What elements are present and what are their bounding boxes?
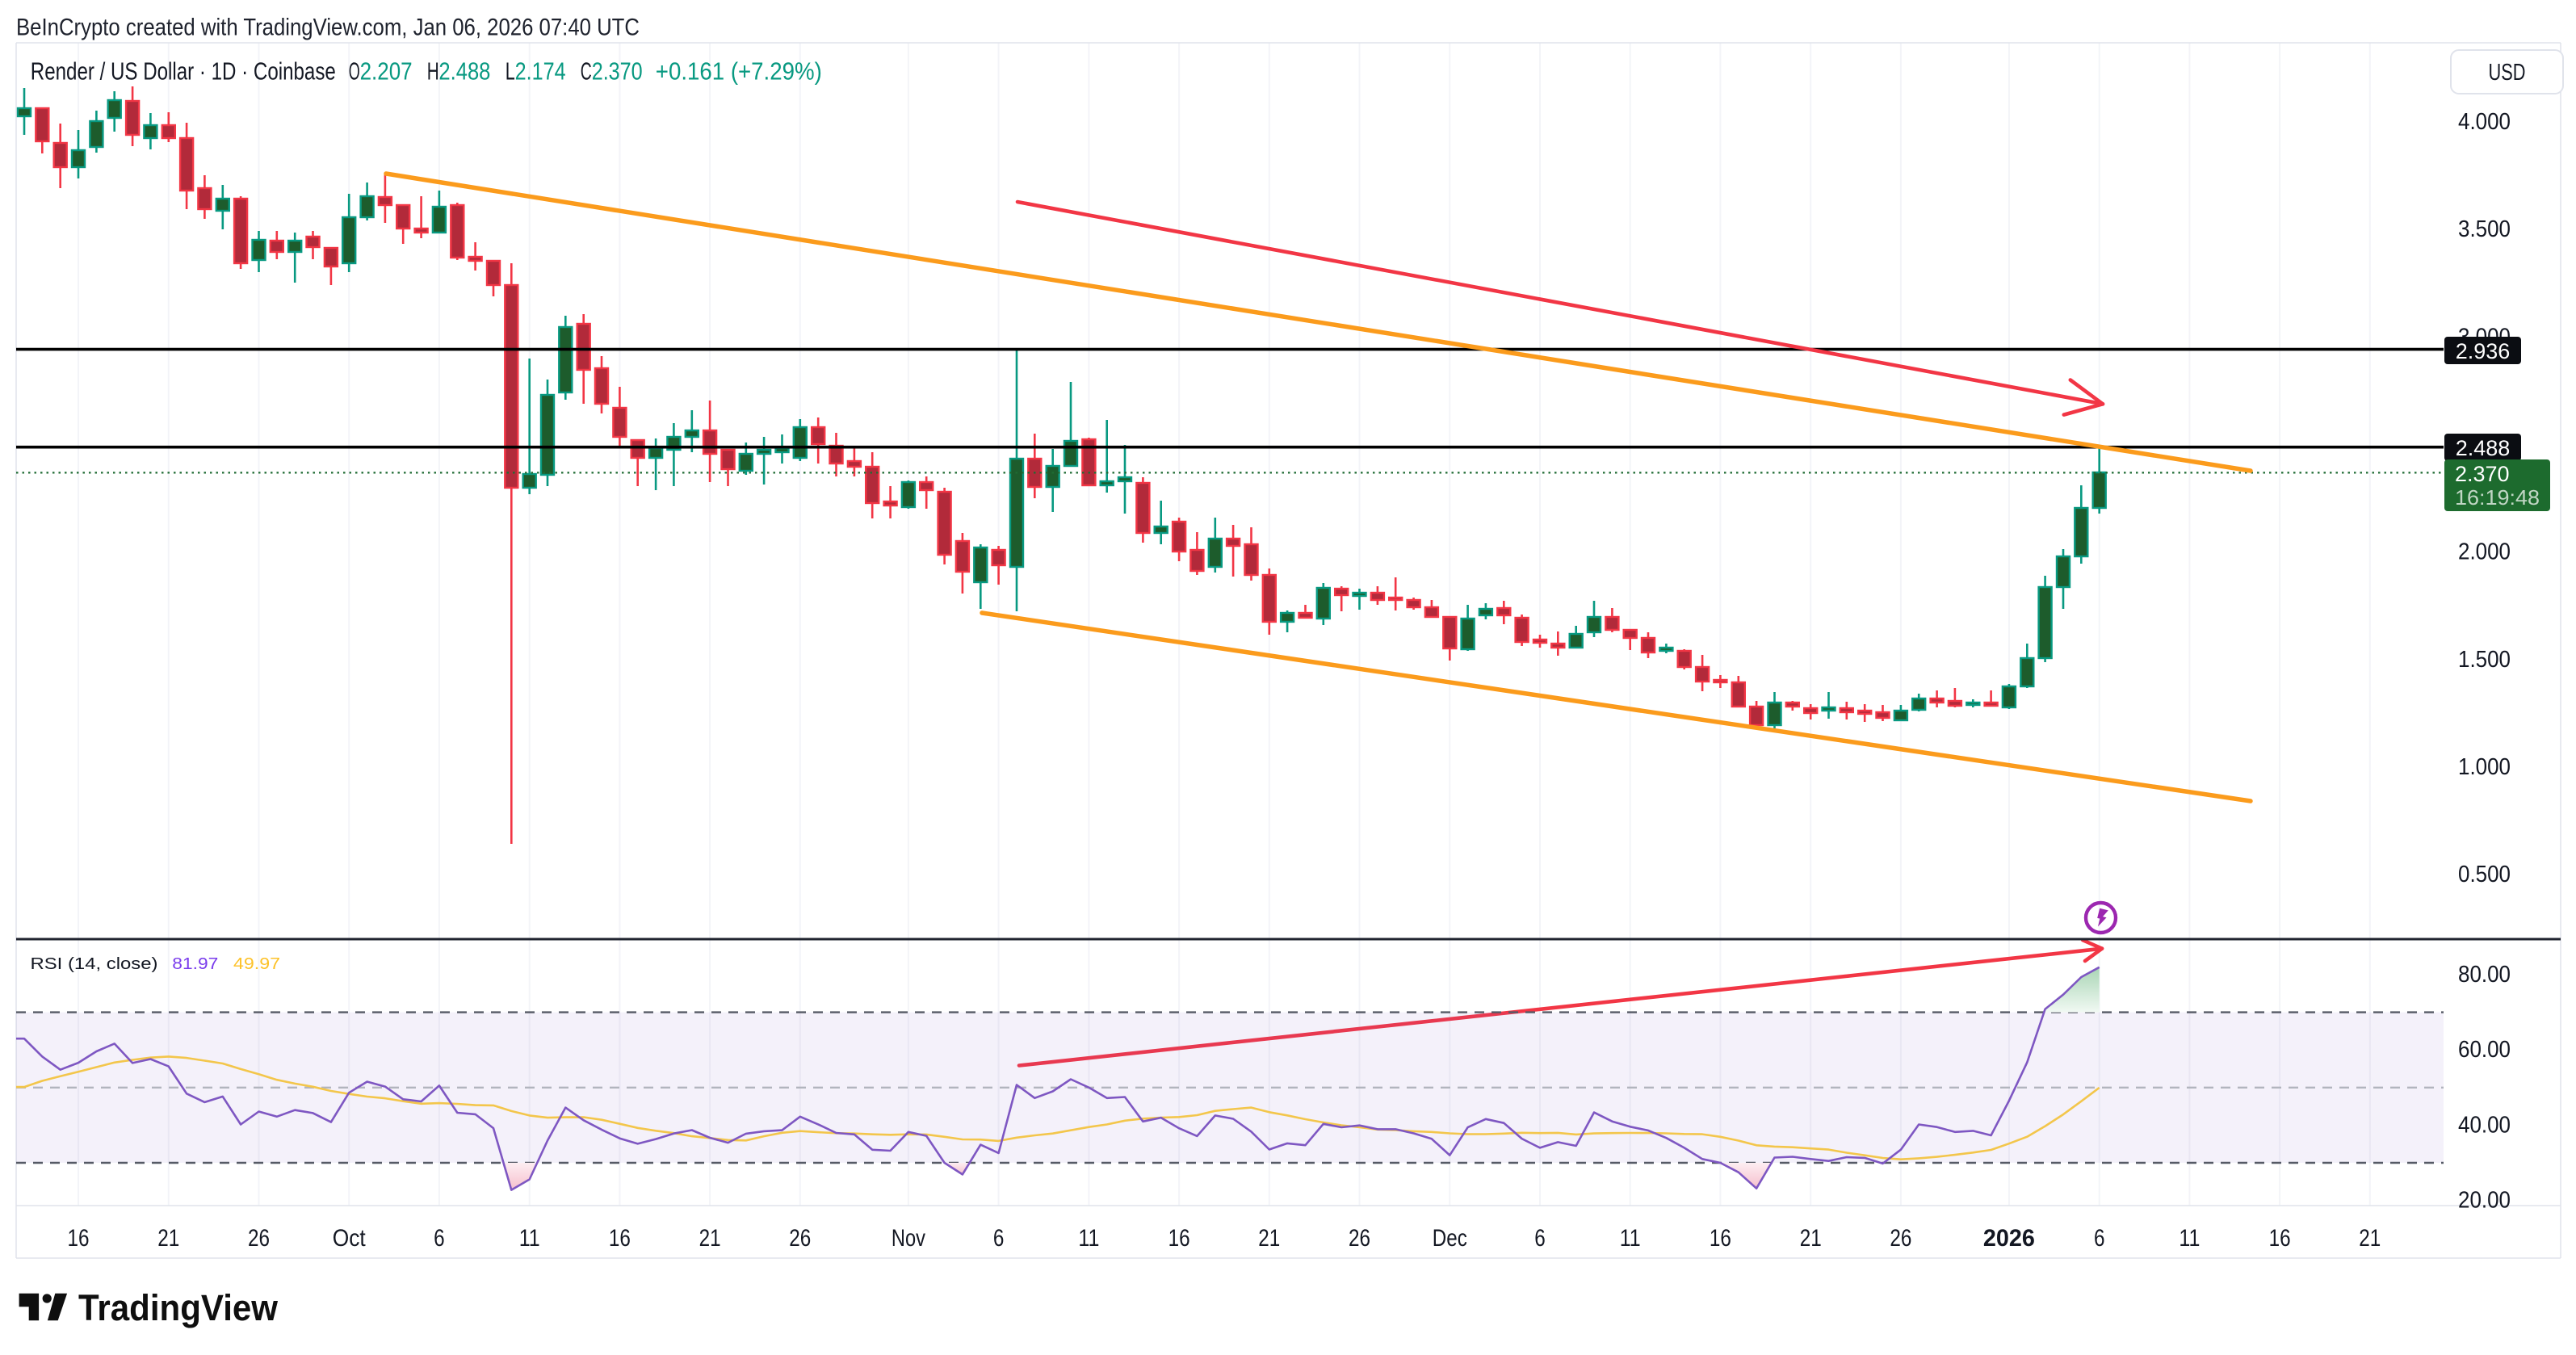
svg-text:2026: 2026 <box>1983 1225 2035 1252</box>
svg-text:40.00: 40.00 <box>2458 1112 2511 1138</box>
svg-text:26: 26 <box>789 1225 811 1252</box>
svg-text:2.174: 2.174 <box>515 57 566 85</box>
svg-text:16: 16 <box>68 1225 90 1252</box>
svg-text:21: 21 <box>2359 1225 2381 1252</box>
svg-text:3.500: 3.500 <box>2458 216 2511 242</box>
svg-text:21: 21 <box>157 1225 179 1252</box>
svg-text:0.500: 0.500 <box>2458 862 2511 887</box>
svg-text:81.97: 81.97 <box>172 954 218 973</box>
svg-text:USD: USD <box>2489 60 2526 86</box>
svg-text:21: 21 <box>1258 1225 1280 1252</box>
svg-text:11: 11 <box>1620 1225 1641 1252</box>
svg-text:26: 26 <box>1349 1225 1370 1252</box>
svg-text:11: 11 <box>1078 1225 1099 1252</box>
svg-text:2.936: 2.936 <box>2456 339 2511 363</box>
svg-text:Oct: Oct <box>333 1225 367 1252</box>
svg-text:4.000: 4.000 <box>2458 109 2511 135</box>
svg-text:26: 26 <box>1890 1225 1911 1252</box>
svg-text:21: 21 <box>1800 1225 1822 1252</box>
svg-text:Nov: Nov <box>892 1225 925 1252</box>
svg-text:L: L <box>506 57 515 85</box>
svg-text:+0.161 (+7.29%): +0.161 (+7.29%) <box>656 57 822 85</box>
svg-text:Render / US Dollar · 1D · Coin: Render / US Dollar · 1D · Coinbase <box>31 57 336 85</box>
svg-text:TradingView: TradingView <box>78 1287 278 1328</box>
svg-text:6: 6 <box>993 1225 1005 1252</box>
svg-text:21: 21 <box>699 1225 721 1252</box>
svg-text:RSI (14, close): RSI (14, close) <box>31 954 158 973</box>
svg-text:11: 11 <box>2179 1225 2200 1252</box>
svg-text:16:19:48: 16:19:48 <box>2455 485 2540 510</box>
svg-text:2.207: 2.207 <box>360 57 413 85</box>
svg-text:16: 16 <box>1168 1225 1190 1252</box>
svg-text:16: 16 <box>2269 1225 2291 1252</box>
svg-text:16: 16 <box>609 1225 631 1252</box>
svg-text:26: 26 <box>248 1225 270 1252</box>
svg-text:6: 6 <box>2094 1225 2105 1252</box>
svg-text:1.500: 1.500 <box>2458 647 2511 673</box>
svg-text:2.000: 2.000 <box>2458 539 2511 565</box>
svg-text:2.370: 2.370 <box>2455 462 2510 486</box>
svg-text:20.00: 20.00 <box>2458 1188 2511 1214</box>
svg-text:11: 11 <box>519 1225 540 1252</box>
svg-text:80.00: 80.00 <box>2458 962 2511 988</box>
svg-text:6: 6 <box>1534 1225 1546 1252</box>
svg-text:49.97: 49.97 <box>233 954 280 973</box>
svg-text:C: C <box>581 57 592 85</box>
svg-text:2.370: 2.370 <box>592 57 643 85</box>
svg-text:1.000: 1.000 <box>2458 754 2511 780</box>
svg-text:Dec: Dec <box>1433 1225 1467 1252</box>
svg-text:BeInCrypto created with Tradin: BeInCrypto created with TradingView.com,… <box>16 15 640 41</box>
svg-text:2.488: 2.488 <box>2456 436 2511 460</box>
svg-text:O: O <box>349 57 360 85</box>
svg-text:H: H <box>427 57 439 85</box>
svg-text:2.488: 2.488 <box>438 57 490 85</box>
svg-text:6: 6 <box>434 1225 445 1252</box>
svg-text:16: 16 <box>1710 1225 1731 1252</box>
svg-text:60.00: 60.00 <box>2458 1037 2511 1063</box>
